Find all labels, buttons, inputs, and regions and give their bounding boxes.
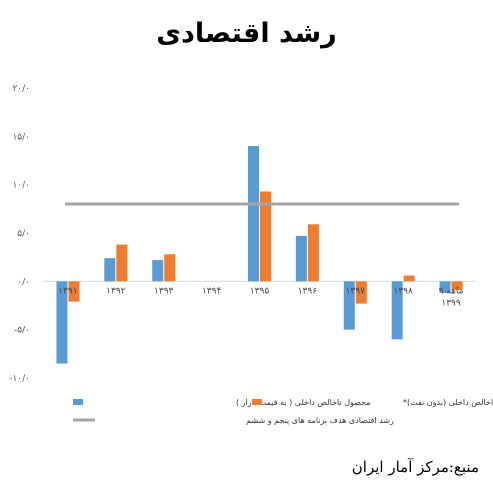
bar-series2-2	[164, 254, 176, 282]
y-tick-label: -۵/۰	[14, 326, 30, 336]
bar-series2-4	[260, 191, 271, 282]
bar-series1-1	[104, 258, 116, 282]
category-label: ۱۳۹۶	[298, 286, 318, 296]
bar-series1-5	[295, 235, 307, 282]
y-tick-label: ۲۰/۰	[12, 84, 30, 94]
source-note: منبع:مرکز آمار ایران	[351, 458, 479, 476]
category-label: ۱۳۹۷	[346, 286, 366, 296]
category-label: ۱۳۹۸	[393, 286, 413, 296]
bar-series1-0	[56, 281, 68, 364]
y-tick-label: -۱۰/۰	[9, 374, 30, 384]
category-label: ۱۳۹۲	[106, 286, 126, 296]
bar-series1-4	[248, 146, 259, 282]
chart-title: رشد اقتصادی	[156, 18, 337, 49]
bar-series1-7	[391, 281, 403, 340]
category-label: ۹ ماهه	[439, 286, 464, 296]
y-tick-label: ۱۰/۰	[12, 181, 30, 191]
x-axis-labels: ۱۳۹۱ ۱۳۹۲ ۱۳۹۳ ۱۳۹۴ ۱۳۹۵ ۱۳۹۶ ۱۳۹۷ ۱۳۹۸ ۹ ماهه ۱۳…	[58, 286, 463, 308]
legend-swatch-series1	[73, 399, 83, 405]
bars	[56, 146, 463, 364]
y-axis: ۲۰/۰ ۱۵/۰ ۱۰/۰ ۵/۰ ۰/۰ -۵/۰ -۱۰/۰	[9, 84, 475, 384]
legend: محصول ناخالص داخلی ( به قیمت بازار ) محصو…	[73, 398, 493, 425]
bar-series1-6	[343, 281, 355, 330]
legend-label-target-line: رشد اقتصادی هدف برنامه های پنجم و ششم	[246, 416, 394, 425]
category-label: ۱۳۹۹	[441, 298, 461, 308]
legend-label-series2: محصول ناخالص داخلی (بدون نفت)*	[403, 398, 493, 407]
bar-series1-8	[439, 281, 451, 293]
y-tick-label: ۱۵/۰	[12, 132, 30, 142]
bar-series2-8	[451, 281, 463, 291]
category-label: ۱۳۹۳	[154, 286, 174, 296]
bar-series2-7	[403, 275, 415, 282]
category-label: ۱۳۹۵	[250, 286, 270, 296]
category-label: ۱۳۹۱	[58, 286, 77, 296]
y-tick-label: ۰/۰	[17, 277, 30, 287]
legend-label-series1: محصول ناخالص داخلی ( به قیمت بازار )	[236, 398, 371, 407]
bar-series2-6	[355, 281, 367, 304]
bar-series2-1	[116, 244, 128, 282]
category-label: ۱۳۹۴	[202, 286, 222, 296]
legend-swatch-series2	[252, 399, 262, 405]
bar-series1-2	[152, 260, 164, 282]
y-tick-label: ۵/۰	[17, 229, 30, 239]
bar-series2-5	[307, 224, 319, 282]
bar-series2-0	[68, 281, 80, 302]
